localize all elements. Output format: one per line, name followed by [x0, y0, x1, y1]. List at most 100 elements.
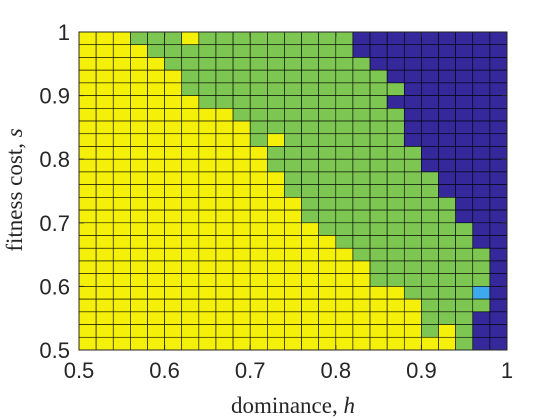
- heatmap-cell: [181, 120, 200, 135]
- heatmap-cell: [147, 158, 165, 173]
- heatmap-cell: [181, 158, 200, 173]
- heatmap-cell: [267, 298, 285, 313]
- heatmap-cell: [95, 222, 114, 236]
- heatmap-cell: [369, 197, 388, 211]
- heatmap-cell: [489, 260, 508, 274]
- heatmap-cell: [421, 235, 439, 249]
- heatmap-cell: [438, 222, 456, 236]
- heatmap-cell: [318, 197, 337, 211]
- heatmap-cell: [198, 324, 217, 338]
- heatmap-cell: [249, 146, 268, 160]
- heatmap-cell: [318, 57, 337, 71]
- heatmap-cell: [249, 222, 268, 236]
- heatmap-cell: [318, 273, 337, 287]
- heatmap-cell: [78, 184, 97, 198]
- heatmap-cell: [267, 260, 285, 274]
- heatmap-cell: [215, 324, 234, 338]
- heatmap-cell: [386, 82, 405, 96]
- heatmap-cell: [369, 82, 388, 96]
- heatmap-cell: [78, 298, 97, 313]
- heatmap-cell: [335, 69, 354, 84]
- heatmap-cell: [369, 324, 388, 338]
- heatmap-cell: [403, 222, 422, 236]
- heatmap-cell: [267, 209, 285, 224]
- heatmap-cell: [352, 209, 371, 224]
- heatmap-cell: [181, 311, 200, 325]
- heatmap-cell: [249, 108, 268, 122]
- heatmap-cell: [130, 146, 148, 160]
- heatmap-cell: [267, 247, 285, 262]
- heatmap-cell: [352, 286, 371, 300]
- heatmap-cell: [369, 44, 388, 58]
- heatmap-cell: [78, 273, 97, 287]
- heatmap-cell: [232, 273, 251, 287]
- heatmap-cell: [386, 197, 405, 211]
- heatmap-cell: [147, 197, 165, 211]
- heatmap-cell: [164, 120, 183, 135]
- heatmap-cell: [335, 209, 354, 224]
- heatmap-cell: [301, 171, 319, 185]
- heatmap-cell: [421, 209, 439, 224]
- y-tick-label: 0.7: [39, 211, 70, 236]
- heatmap-cell: [181, 324, 200, 338]
- heatmap-cell: [198, 31, 217, 46]
- heatmap-cell: [421, 247, 439, 262]
- heatmap-cell: [438, 247, 456, 262]
- heatmap-cell: [232, 133, 251, 147]
- heatmap-cell: [215, 158, 234, 173]
- heatmap-cell: [472, 184, 491, 198]
- heatmap-cell: [164, 336, 183, 351]
- heatmap-cell: [78, 260, 97, 274]
- heatmap-cell: [267, 57, 285, 71]
- heatmap-cell: [352, 146, 371, 160]
- heatmap-cell: [352, 69, 371, 84]
- heatmap-cell: [472, 146, 491, 160]
- heatmap-cell: [421, 184, 439, 198]
- heatmap-cell: [95, 158, 114, 173]
- heatmap-cell: [215, 222, 234, 236]
- heatmap-cell: [78, 82, 97, 96]
- heatmap-cell: [335, 44, 354, 58]
- heatmap-cell: [164, 324, 183, 338]
- heatmap-cell: [147, 247, 165, 262]
- heatmap-cell: [472, 222, 491, 236]
- heatmap-cell: [421, 324, 439, 338]
- heatmap-cell: [489, 209, 508, 224]
- heatmap-cell: [130, 197, 148, 211]
- heatmap-cell: [181, 82, 200, 96]
- heatmap-cell: [232, 286, 251, 300]
- heatmap-cell: [147, 31, 165, 46]
- heatmap-cell: [130, 209, 148, 224]
- heatmap-cell: [301, 298, 319, 313]
- heatmap-cell: [164, 95, 183, 109]
- heatmap-cell: [147, 260, 165, 274]
- heatmap-cell: [301, 108, 319, 122]
- heatmap-cell: [318, 120, 337, 135]
- heatmap-cell: [438, 298, 456, 313]
- heatmap-cell: [181, 235, 200, 249]
- heatmap-cell: [284, 222, 302, 236]
- heatmap-cell: [95, 209, 114, 224]
- heatmap-cell: [249, 82, 268, 96]
- heatmap-cell: [267, 44, 285, 58]
- heatmap-cell: [318, 146, 337, 160]
- heatmap-cell: [95, 57, 114, 71]
- heatmap-cell: [130, 44, 148, 58]
- heatmap-cell: [352, 57, 371, 71]
- heatmap-cell: [164, 209, 183, 224]
- heatmap-cell: [301, 235, 319, 249]
- heatmap-cell: [112, 108, 131, 122]
- heatmap-cell: [489, 146, 508, 160]
- heatmap-cell: [284, 286, 302, 300]
- heatmap-cell: [421, 298, 439, 313]
- axes-frame: [78, 31, 508, 351]
- heatmap-cell: [301, 247, 319, 262]
- heatmap-cell: [249, 324, 268, 338]
- y-tick-labels: 0.5 0.6 0.7 0.8 0.9 1: [39, 20, 70, 363]
- heatmap-cell: [472, 324, 491, 338]
- heatmap-cell: [95, 184, 114, 198]
- heatmap-cell: [164, 235, 183, 249]
- heatmap-cell: [215, 44, 234, 58]
- heatmap-cell: [181, 69, 200, 84]
- heatmap-cell: [112, 197, 131, 211]
